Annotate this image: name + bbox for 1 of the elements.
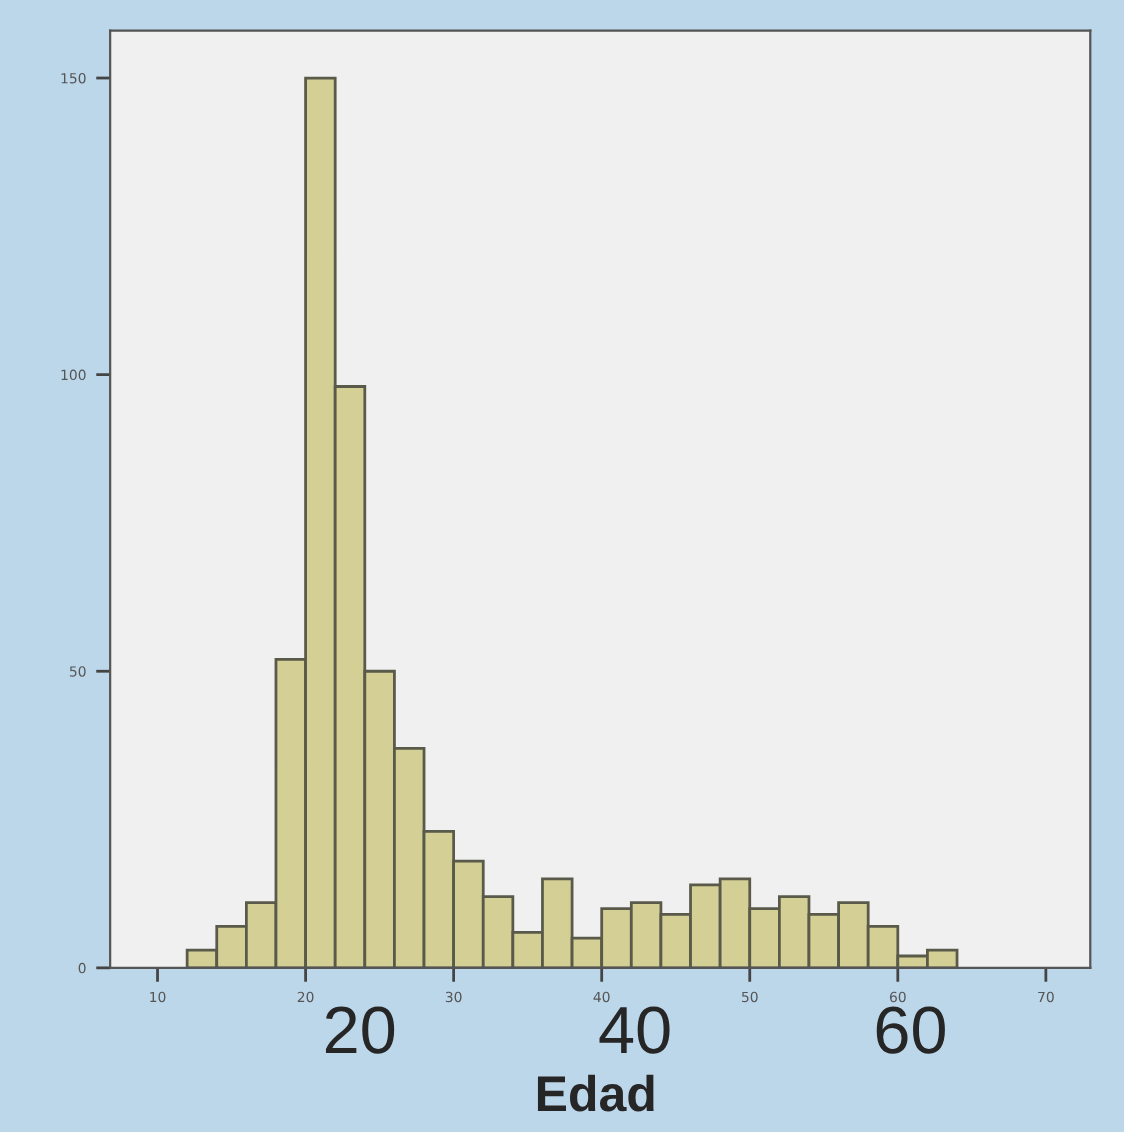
x-axis-title: Edad <box>537 1074 654 1112</box>
